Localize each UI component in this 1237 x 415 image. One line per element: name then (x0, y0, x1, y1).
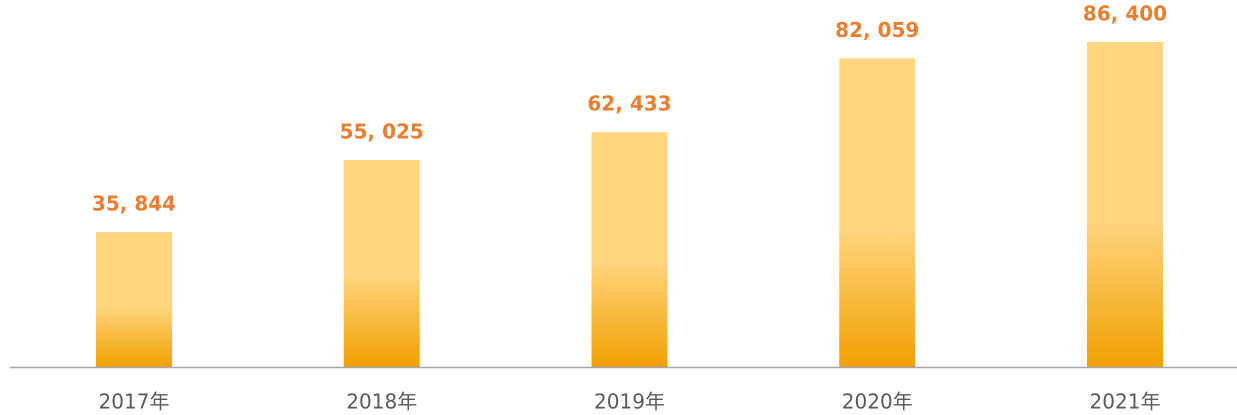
bar (591, 132, 668, 367)
value-label: 35, 844 (92, 192, 176, 216)
value-label: 86, 400 (1083, 2, 1167, 26)
x-tick-label: 2019年 (594, 390, 665, 414)
x-tick-label: 2018年 (346, 390, 417, 414)
x-tick-label: 2021年 (1090, 390, 1161, 414)
value-label: 55, 025 (340, 120, 424, 144)
bar (96, 232, 172, 367)
bar (343, 160, 420, 367)
x-tick-label: 2020年 (842, 390, 913, 414)
x-tick-label: 2017年 (99, 390, 170, 414)
bar (839, 58, 916, 368)
value-label: 82, 059 (835, 18, 919, 42)
value-label: 62, 433 (587, 92, 671, 116)
bar (1087, 42, 1163, 367)
